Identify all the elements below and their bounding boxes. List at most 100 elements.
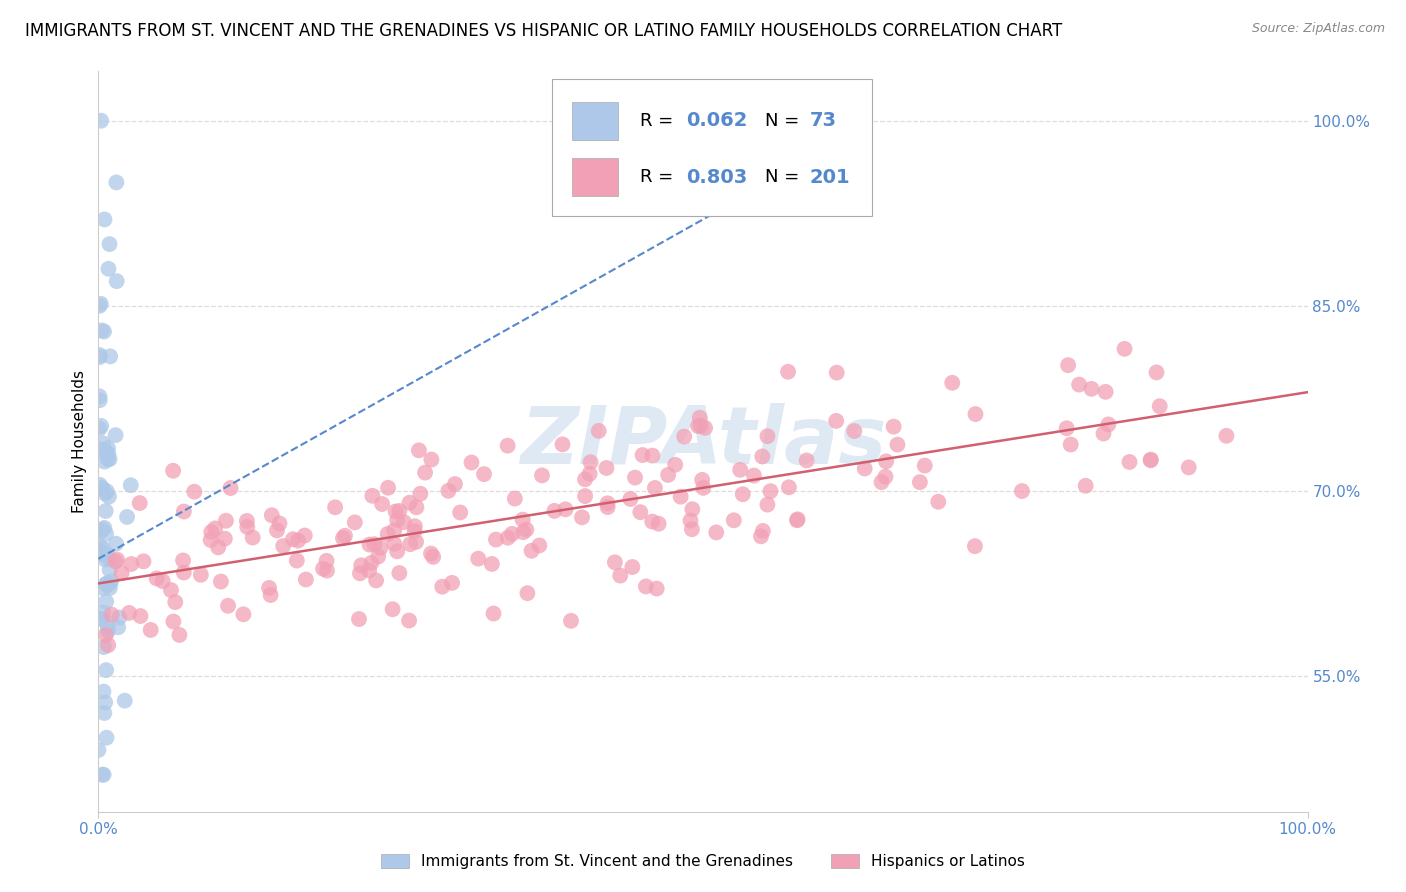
- Point: [657, 467, 679, 482]
- Point: [875, 469, 897, 483]
- Point: [162, 615, 184, 629]
- Point: [384, 504, 406, 518]
- Point: [825, 366, 848, 380]
- Point: [93, 684, 115, 698]
- Point: [93, 582, 115, 596]
- Point: [89, 350, 111, 364]
- Point: [408, 443, 430, 458]
- Point: [1094, 384, 1116, 399]
- Point: [259, 588, 281, 602]
- Point: [1139, 452, 1161, 467]
- Point: [160, 583, 183, 598]
- Point: [90, 524, 112, 539]
- Point: [420, 547, 443, 561]
- Point: [664, 458, 686, 472]
- Point: [360, 556, 382, 570]
- Point: [482, 607, 505, 621]
- Point: [723, 513, 745, 527]
- Point: [100, 574, 122, 589]
- Point: [420, 452, 443, 467]
- Point: [496, 439, 519, 453]
- Point: [381, 602, 404, 616]
- Point: [853, 461, 876, 475]
- Point: [413, 466, 436, 480]
- Point: [571, 510, 593, 524]
- Point: [96, 548, 118, 562]
- Point: [870, 475, 893, 489]
- Point: [388, 566, 411, 580]
- Point: [554, 502, 576, 516]
- Point: [89, 477, 111, 491]
- Point: [281, 533, 304, 547]
- Point: [441, 575, 464, 590]
- Point: [432, 580, 454, 594]
- Point: [405, 534, 427, 549]
- Point: [93, 706, 115, 720]
- Point: [690, 473, 713, 487]
- Point: [260, 508, 283, 523]
- Point: [94, 504, 117, 518]
- Y-axis label: Family Households: Family Households: [72, 370, 87, 513]
- Point: [89, 393, 111, 408]
- Point: [271, 539, 294, 553]
- Point: [105, 552, 128, 566]
- Text: Source: ZipAtlas.com: Source: ZipAtlas.com: [1251, 22, 1385, 36]
- Point: [107, 620, 129, 634]
- Point: [759, 484, 782, 499]
- Point: [520, 543, 543, 558]
- Point: [883, 419, 905, 434]
- Text: N =: N =: [765, 169, 804, 186]
- Point: [287, 533, 309, 548]
- Point: [392, 515, 415, 529]
- Point: [115, 510, 138, 524]
- Point: [91, 482, 114, 496]
- Point: [285, 553, 308, 567]
- Point: [347, 612, 370, 626]
- Point: [624, 470, 647, 484]
- Point: [579, 455, 602, 469]
- Point: [91, 541, 114, 555]
- Point: [114, 694, 136, 708]
- Point: [1069, 377, 1091, 392]
- Point: [165, 595, 187, 609]
- Bar: [572, 102, 619, 140]
- Point: [332, 531, 354, 545]
- Point: [94, 594, 117, 608]
- Point: [1146, 366, 1168, 380]
- Point: [236, 520, 259, 534]
- Point: [94, 552, 117, 566]
- Point: [619, 491, 641, 506]
- Point: [93, 455, 115, 469]
- Point: [669, 490, 692, 504]
- Point: [100, 607, 122, 622]
- Point: [90, 481, 112, 495]
- Point: [927, 495, 949, 509]
- Point: [120, 478, 142, 492]
- Point: [90, 419, 112, 434]
- Point: [105, 537, 128, 551]
- Point: [688, 419, 710, 434]
- Point: [398, 496, 420, 510]
- Point: [90, 297, 112, 311]
- Point: [120, 557, 142, 571]
- Point: [1057, 358, 1080, 372]
- Point: [93, 325, 115, 339]
- Point: [844, 424, 866, 438]
- Point: [349, 566, 371, 581]
- Point: [128, 496, 150, 510]
- Text: N =: N =: [765, 112, 804, 130]
- Point: [366, 574, 388, 588]
- Point: [689, 418, 711, 433]
- Point: [529, 538, 551, 552]
- Point: [485, 533, 508, 547]
- Point: [105, 274, 128, 288]
- Text: R =: R =: [640, 169, 679, 186]
- Text: 201: 201: [810, 168, 851, 186]
- Point: [97, 447, 120, 461]
- Point: [104, 554, 127, 568]
- Text: R =: R =: [640, 112, 679, 130]
- Point: [98, 581, 121, 595]
- Point: [89, 299, 111, 313]
- Point: [409, 487, 432, 501]
- Point: [595, 461, 617, 475]
